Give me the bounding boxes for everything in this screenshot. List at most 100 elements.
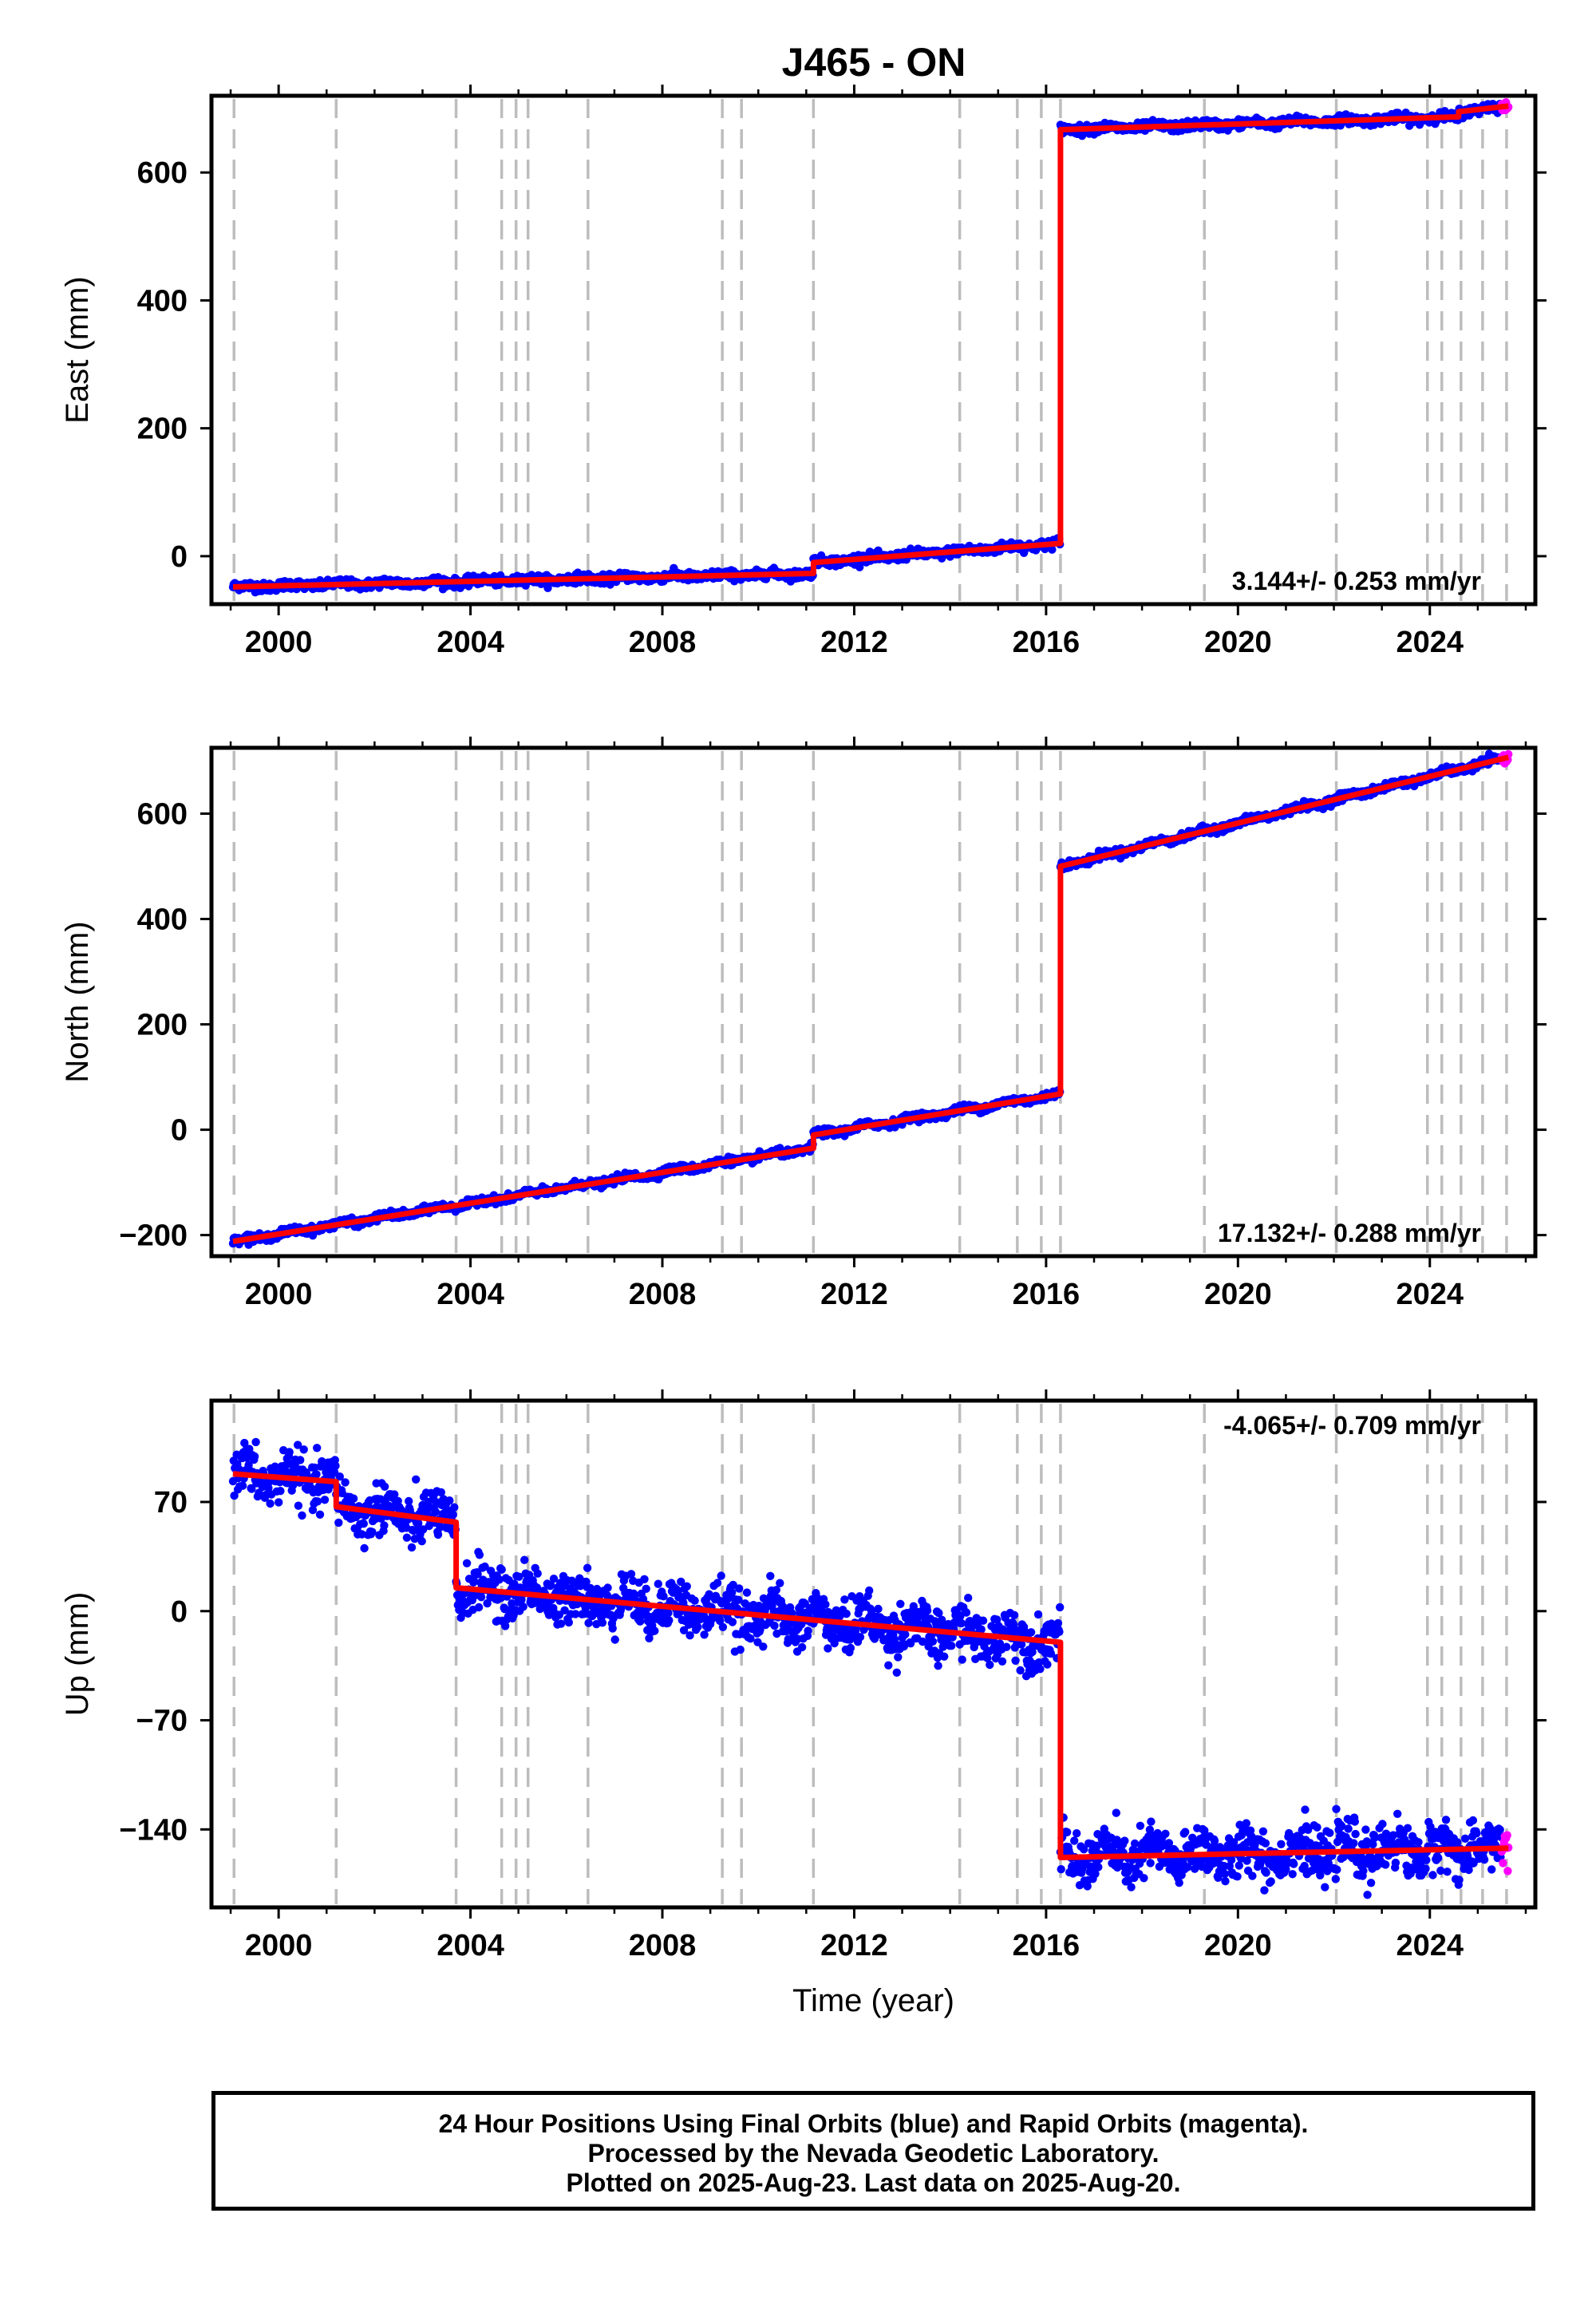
- panel-east: 2000 2004 2008 2012 2016 2020 20240200400600Ea…: [60, 85, 1547, 659]
- panel-up: 2000 2004 2008 2012 2016 2020 2024−140−70070Up…: [60, 1389, 1547, 2018]
- final-orbit-point: [312, 1470, 321, 1479]
- y-tick-label: 0: [171, 1114, 188, 1148]
- final-orbit-point: [405, 1496, 413, 1506]
- x-tick-label: 2004: [437, 1278, 504, 1311]
- x-tick-label: 2024: [1396, 626, 1464, 659]
- x-tick-label: 2008: [629, 1278, 697, 1311]
- final-orbit-point: [474, 1603, 484, 1612]
- final-orbit-point: [359, 1520, 368, 1528]
- final-orbit-point: [417, 1537, 426, 1546]
- y-tick-label: 0: [171, 540, 188, 574]
- x-tick-label: 2024: [1396, 1278, 1464, 1311]
- final-orbit-point: [520, 1555, 529, 1564]
- final-orbit-point: [240, 1438, 249, 1448]
- final-orbit-point: [473, 1570, 482, 1579]
- rate-label: 17.132+/- 0.288 mm/yr: [1218, 1219, 1481, 1247]
- x-tick-label: 2020: [1204, 1278, 1272, 1311]
- final-orbit-point: [358, 1530, 366, 1539]
- final-orbit-point: [266, 1499, 275, 1508]
- final-orbit-point: [251, 1437, 260, 1447]
- final-orbit-point: [285, 1448, 294, 1456]
- plot-frame: [209, 93, 1538, 607]
- final-orbit-point: [250, 1452, 259, 1461]
- final-orbit-point: [349, 1494, 358, 1503]
- final-orbit-point: [334, 1518, 343, 1528]
- final-orbit-point: [450, 1503, 459, 1512]
- final-orbit-point: [445, 1496, 454, 1505]
- final-orbit-point: [437, 1488, 445, 1497]
- final-orbit-point: [495, 1575, 504, 1584]
- final-orbit-point: [1048, 545, 1057, 554]
- final-orbit-point: [313, 1497, 322, 1506]
- final-orbit-point: [360, 1543, 369, 1553]
- y-tick-label: 600: [137, 798, 188, 832]
- final-orbit-point: [380, 1521, 389, 1530]
- y-axis-label: East (mm): [60, 276, 95, 423]
- model-line: [232, 103, 1509, 590]
- x-tick-label: 2008: [629, 626, 697, 659]
- final-orbit-point: [341, 1478, 350, 1487]
- final-orbit-point: [271, 1462, 279, 1471]
- y-tick-label: 400: [137, 284, 188, 318]
- final-orbit-point: [433, 1530, 443, 1539]
- final-orbit-point: [497, 1565, 506, 1574]
- final-orbit-point: [264, 1484, 273, 1492]
- x-tick-label: 2020: [1204, 626, 1272, 659]
- final-orbit-point: [331, 1461, 340, 1470]
- final-orbit-point: [402, 1533, 412, 1542]
- y-tick-label: 400: [137, 903, 188, 937]
- final-orbit-point: [475, 1551, 484, 1559]
- final-orbit-point: [380, 1482, 389, 1492]
- plot-frame: [209, 745, 1538, 1259]
- y-tick-label: 200: [137, 413, 188, 446]
- final-orbit-point: [308, 1505, 318, 1515]
- x-tick-label: 2012: [820, 1278, 888, 1311]
- final-orbit-point: [294, 1441, 302, 1449]
- final-orbit-point: [330, 1468, 339, 1476]
- final-orbit-point: [407, 1543, 417, 1552]
- final-orbit-point: [315, 1510, 325, 1520]
- final-orbit-point: [533, 1569, 542, 1578]
- final-orbit-point: [431, 1508, 440, 1516]
- final-orbit-point: [501, 1622, 510, 1630]
- final-orbit-point: [335, 1472, 344, 1481]
- y-tick-label: 200: [137, 1009, 188, 1042]
- event-lines: [232, 99, 1508, 601]
- final-orbit-point: [238, 1481, 247, 1490]
- x-tick-label: 2004: [437, 626, 504, 659]
- final-orbit-point: [298, 1511, 306, 1520]
- y-tick-label: −200: [119, 1219, 188, 1253]
- final-orbit-point: [476, 1593, 486, 1602]
- rate-label: 3.144+/- 0.253 mm/yr: [1232, 567, 1481, 595]
- y-tick-label: 600: [137, 156, 188, 190]
- event-lines: [232, 751, 1508, 1253]
- final-orbit-point: [247, 1484, 256, 1493]
- model-line: [232, 754, 1510, 1244]
- final-orbit-point: [294, 1501, 303, 1510]
- y-axis-label: North (mm): [60, 921, 95, 1082]
- final-orbit-point: [469, 1577, 479, 1586]
- x-tick-label: 2000: [245, 1278, 313, 1311]
- final-orbit-point: [368, 1528, 377, 1536]
- final-orbit-point: [230, 1491, 239, 1500]
- data-points: [228, 749, 1513, 1249]
- final-orbit-point: [515, 1572, 523, 1581]
- final-orbit-point: [448, 1510, 457, 1520]
- final-orbit-point: [414, 1519, 423, 1528]
- final-orbit-point: [412, 1475, 421, 1484]
- final-orbit-point: [313, 1444, 322, 1452]
- final-orbit-point: [510, 1579, 519, 1588]
- final-orbit-point: [390, 1490, 399, 1499]
- data-points: [228, 98, 1513, 597]
- x-tick-label: 2016: [1013, 1278, 1080, 1311]
- x-tick-label: 2000: [245, 626, 313, 659]
- final-orbit-point: [296, 1456, 305, 1464]
- data-points: [228, 1437, 1513, 1899]
- x-tick-label: 2012: [820, 626, 888, 659]
- final-orbit-point: [519, 1603, 527, 1611]
- final-orbit-point: [480, 1562, 489, 1571]
- final-orbit-point: [299, 1445, 308, 1454]
- final-orbit-point: [320, 1496, 330, 1504]
- panel-north: 2000 2004 2008 2012 2016 2020 2024 −200 0 200 400 6…: [60, 737, 1547, 1311]
